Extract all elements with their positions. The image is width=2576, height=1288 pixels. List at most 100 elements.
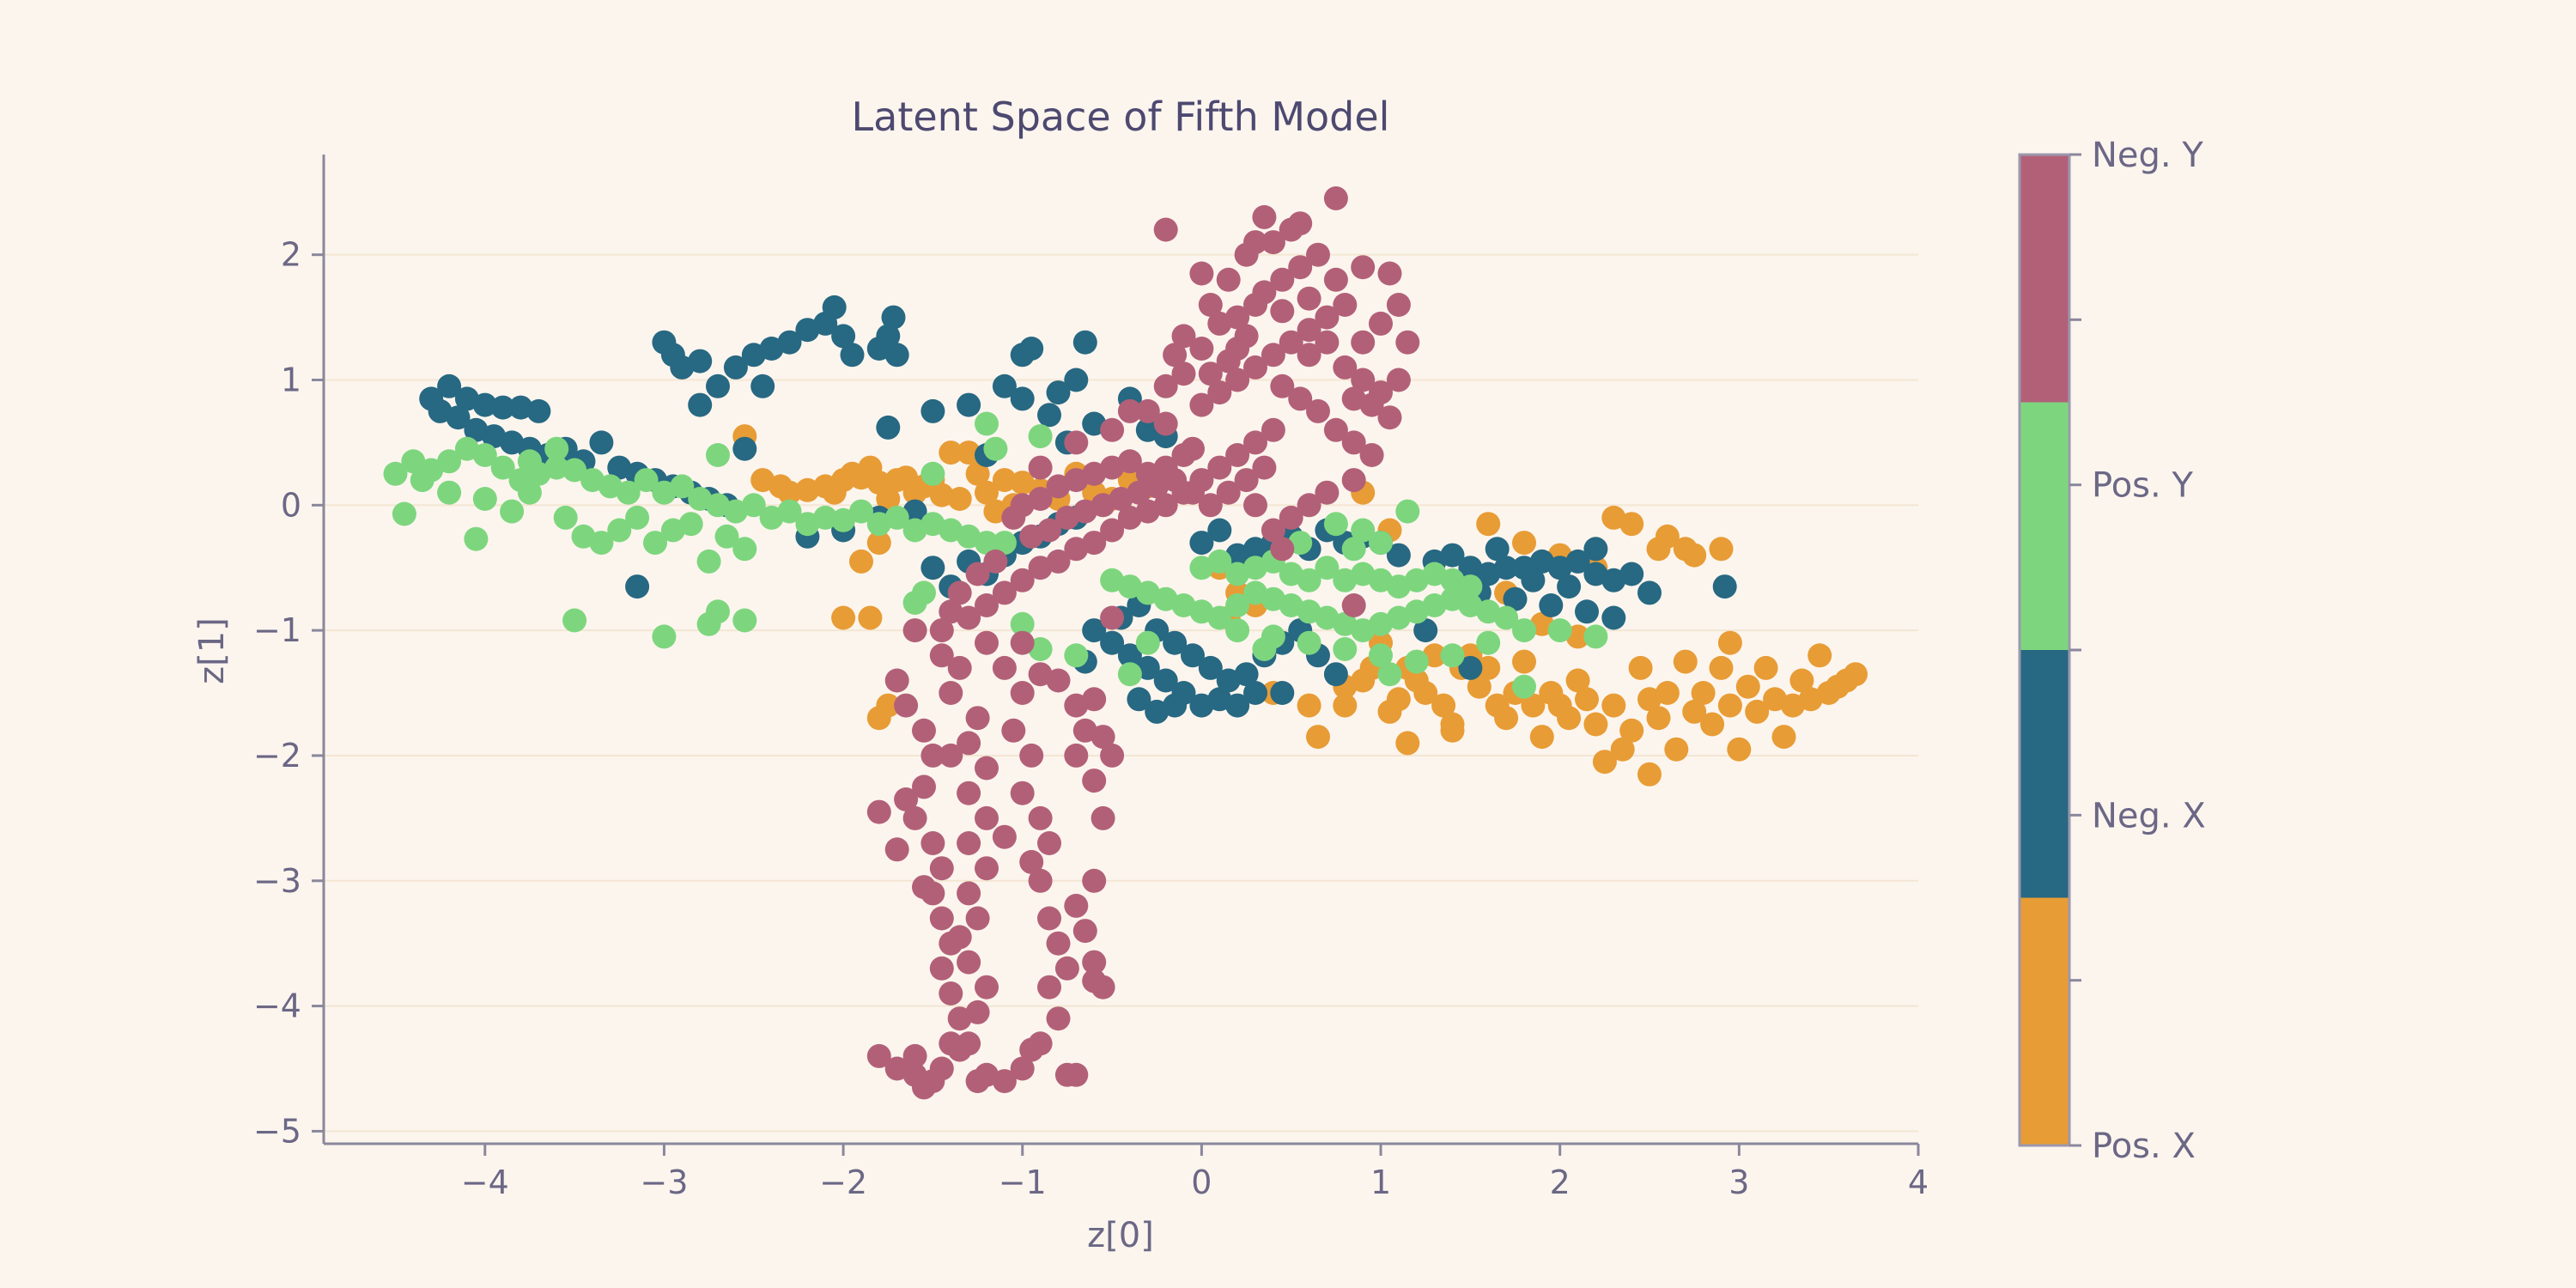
x-ticks: −4 −3 −2 −1 0 1 2 3 4 xyxy=(461,1144,1929,1201)
data-point xyxy=(1028,868,1053,893)
colorbar-segment xyxy=(2020,897,2069,1145)
data-point xyxy=(1709,537,1734,562)
data-point xyxy=(1234,468,1259,493)
data-point xyxy=(920,743,945,768)
data-point xyxy=(1117,643,1142,668)
y-tick-label: 1 xyxy=(281,361,301,398)
data-point xyxy=(1727,737,1752,762)
data-point xyxy=(1019,743,1044,768)
data-point xyxy=(1261,417,1285,442)
data-point xyxy=(1117,662,1142,687)
data-point xyxy=(822,480,847,505)
data-point xyxy=(1306,242,1330,267)
data-point xyxy=(1028,455,1053,480)
data-point xyxy=(1789,668,1814,693)
data-point xyxy=(929,956,954,981)
data-point xyxy=(884,837,909,862)
data-point xyxy=(884,505,909,530)
data-point xyxy=(1547,618,1572,643)
x-tick-label: 4 xyxy=(1908,1163,1929,1201)
data-point xyxy=(392,501,416,526)
data-point xyxy=(947,925,972,950)
data-point xyxy=(1234,242,1259,267)
y-tick-label: −1 xyxy=(253,611,301,649)
data-point xyxy=(1503,586,1528,611)
data-point xyxy=(1610,737,1635,762)
data-point xyxy=(983,549,1008,574)
data-point xyxy=(912,718,936,743)
data-point xyxy=(1117,398,1142,423)
data-point xyxy=(589,430,614,455)
data-point xyxy=(1117,449,1142,474)
data-point xyxy=(1565,668,1590,693)
data-point xyxy=(1333,637,1358,661)
data-point xyxy=(1153,374,1178,398)
data-point xyxy=(1082,687,1107,712)
data-point xyxy=(1512,618,1536,643)
data-point xyxy=(732,608,757,633)
data-point xyxy=(939,743,963,768)
data-point xyxy=(957,731,981,756)
data-point xyxy=(1198,493,1223,518)
data-point xyxy=(965,461,990,486)
data-point xyxy=(902,618,927,643)
data-point xyxy=(1458,574,1483,599)
data-point xyxy=(1700,712,1725,737)
data-point xyxy=(920,831,945,855)
data-point xyxy=(795,477,820,502)
data-point xyxy=(1234,662,1259,687)
data-point xyxy=(975,593,999,617)
y-ticks: 2 1 0 −1 −2 −3 −4 −5 xyxy=(253,236,324,1150)
data-point xyxy=(544,436,569,461)
data-point xyxy=(912,775,936,799)
data-point xyxy=(1753,655,1778,680)
y-tick-label: 2 xyxy=(281,236,301,274)
data-point xyxy=(831,324,856,349)
data-point xyxy=(472,392,497,417)
data-point xyxy=(1046,549,1071,574)
data-point xyxy=(732,436,757,461)
data-point xyxy=(508,395,533,420)
data-point xyxy=(1234,324,1259,349)
data-point xyxy=(849,549,873,574)
data-point xyxy=(1386,368,1411,392)
data-point xyxy=(876,415,901,440)
data-point xyxy=(1404,649,1429,674)
data-point xyxy=(706,443,730,467)
data-point xyxy=(1252,637,1277,661)
data-point xyxy=(1583,624,1608,649)
data-point xyxy=(688,349,713,374)
data-point xyxy=(858,605,883,630)
data-point xyxy=(1297,343,1321,368)
data-point xyxy=(840,343,865,368)
y-tick-label: 0 xyxy=(281,486,301,524)
data-point xyxy=(1198,655,1223,680)
data-point xyxy=(939,440,963,465)
data-point xyxy=(1323,267,1348,292)
colorbar-label: Pos. X xyxy=(2092,1127,2196,1166)
data-point xyxy=(975,805,999,830)
data-point xyxy=(1064,1062,1089,1087)
data-point xyxy=(1323,186,1348,210)
data-point xyxy=(1082,868,1107,893)
data-point xyxy=(1010,568,1035,592)
data-point xyxy=(634,468,659,493)
data-point xyxy=(1601,605,1626,630)
data-point xyxy=(1485,537,1510,562)
data-point xyxy=(975,975,999,999)
data-point xyxy=(1440,718,1465,743)
data-point xyxy=(1046,931,1071,956)
data-point xyxy=(1010,471,1035,495)
data-point xyxy=(1163,630,1188,655)
data-point xyxy=(965,706,990,731)
data-point xyxy=(1386,687,1411,712)
data-point xyxy=(472,443,497,467)
data-point xyxy=(1512,531,1536,556)
data-point xyxy=(1100,417,1125,442)
data-point xyxy=(1521,693,1546,718)
data-point xyxy=(929,483,954,507)
data-point xyxy=(894,693,919,718)
data-point xyxy=(1735,674,1760,699)
data-point xyxy=(1198,361,1223,386)
data-point xyxy=(894,787,919,811)
